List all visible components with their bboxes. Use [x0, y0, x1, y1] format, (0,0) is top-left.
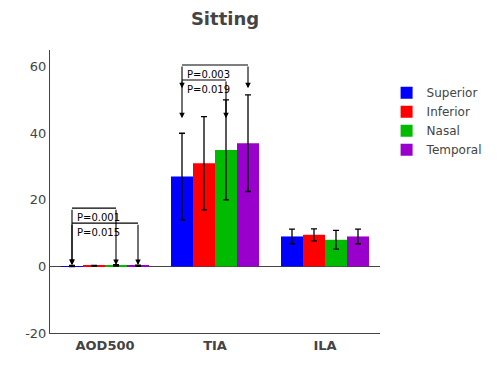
svg-text:AOD500: AOD500 — [75, 338, 134, 353]
svg-text:P=0.003: P=0.003 — [187, 69, 230, 80]
svg-text:20: 20 — [30, 192, 47, 207]
svg-text:Inferior: Inferior — [427, 105, 470, 119]
svg-text:Temporal: Temporal — [426, 143, 482, 157]
svg-text:P=0.019: P=0.019 — [187, 84, 230, 95]
svg-text:0: 0 — [38, 259, 46, 274]
svg-text:Superior: Superior — [427, 86, 478, 100]
svg-text:Sitting: Sitting — [191, 8, 259, 29]
svg-text:60: 60 — [30, 59, 47, 74]
svg-text:P=0.015: P=0.015 — [77, 227, 120, 238]
svg-text:P=0.001: P=0.001 — [77, 212, 120, 223]
svg-text:-20: -20 — [25, 326, 46, 341]
svg-text:Nasal: Nasal — [427, 124, 460, 138]
svg-text:TIA: TIA — [203, 338, 227, 353]
svg-text:40: 40 — [30, 126, 47, 141]
svg-text:ILA: ILA — [313, 338, 336, 353]
